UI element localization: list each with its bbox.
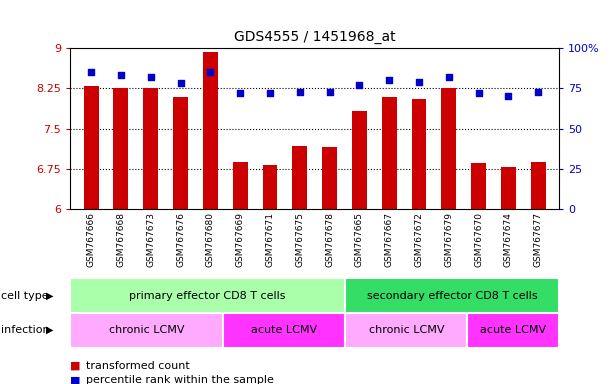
Bar: [352, 111, 367, 209]
Bar: [501, 167, 516, 209]
Point: [503, 93, 513, 99]
Bar: [382, 98, 397, 209]
Bar: [263, 165, 277, 209]
Point: [86, 69, 96, 75]
Bar: [471, 162, 486, 209]
Bar: [144, 88, 158, 209]
Point: [414, 79, 424, 85]
Bar: [292, 146, 307, 209]
Bar: [114, 88, 128, 209]
Point: [295, 88, 305, 94]
Bar: [441, 88, 456, 209]
Text: ■: ■: [70, 361, 81, 371]
Bar: [233, 162, 247, 209]
Bar: [345, 278, 559, 313]
Bar: [70, 278, 345, 313]
Text: primary effector CD8 T cells: primary effector CD8 T cells: [130, 291, 286, 301]
Text: acute LCMV: acute LCMV: [480, 325, 546, 335]
Point: [146, 74, 156, 80]
Text: chronic LCMV: chronic LCMV: [109, 325, 185, 335]
Bar: [345, 313, 467, 348]
Point: [384, 77, 394, 83]
Text: infection: infection: [1, 325, 49, 335]
Point: [324, 88, 334, 94]
Text: ■: ■: [70, 375, 81, 384]
Point: [354, 82, 364, 88]
Text: acute LCMV: acute LCMV: [251, 325, 317, 335]
Bar: [467, 313, 559, 348]
Text: percentile rank within the sample: percentile rank within the sample: [86, 375, 273, 384]
Point: [116, 72, 126, 78]
Point: [474, 90, 483, 96]
Bar: [531, 162, 546, 209]
Text: ▶: ▶: [46, 325, 54, 335]
Point: [175, 80, 185, 86]
Bar: [173, 98, 188, 209]
Point: [265, 90, 275, 96]
Text: secondary effector CD8 T cells: secondary effector CD8 T cells: [367, 291, 538, 301]
Bar: [84, 86, 98, 209]
Title: GDS4555 / 1451968_at: GDS4555 / 1451968_at: [234, 30, 395, 44]
Text: ▶: ▶: [46, 291, 54, 301]
Bar: [203, 52, 218, 209]
Bar: [70, 313, 223, 348]
Point: [235, 90, 245, 96]
Text: cell type: cell type: [1, 291, 48, 301]
Bar: [322, 147, 337, 209]
Point: [444, 74, 454, 80]
Text: chronic LCMV: chronic LCMV: [368, 325, 444, 335]
Bar: [223, 313, 345, 348]
Point: [205, 69, 215, 75]
Bar: [412, 99, 426, 209]
Text: transformed count: transformed count: [86, 361, 189, 371]
Point: [533, 88, 543, 94]
